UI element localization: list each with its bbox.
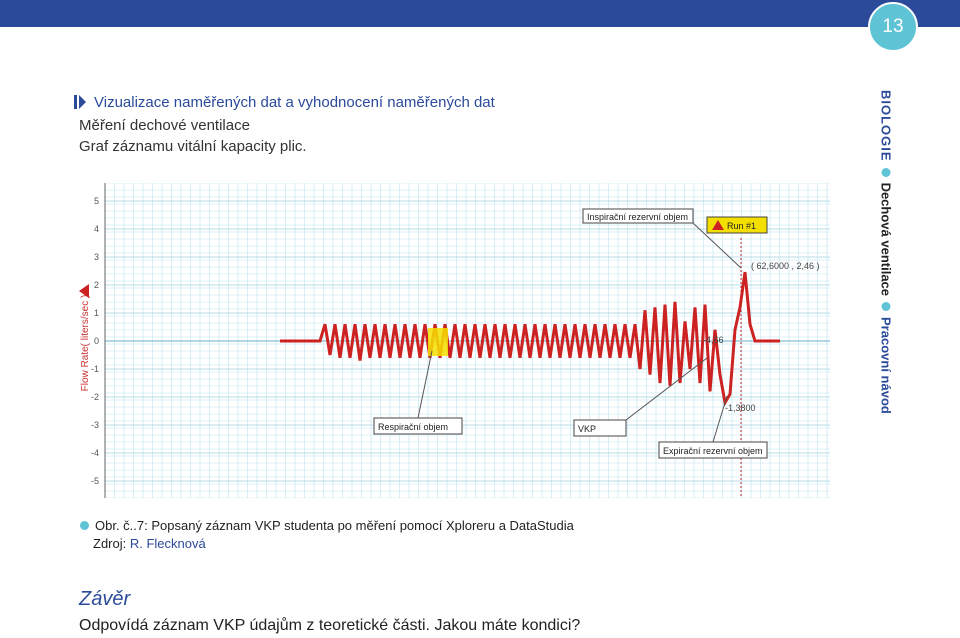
caption-text: Obr. č..7: Popsaný záznam VKP studenta p… xyxy=(95,518,574,533)
y-tick-label: 0 xyxy=(94,336,99,346)
run-label: Run #1 xyxy=(727,221,756,231)
bullet-icon xyxy=(74,95,86,109)
value-13800-label: -1,3800 xyxy=(725,403,756,413)
conclusion-title: Závěr xyxy=(79,588,131,610)
source-prefix: Zdroj: xyxy=(93,536,130,551)
text-line-2: Graf záznamu vitální kapacity plic. xyxy=(79,138,307,155)
expiratory-pointer xyxy=(712,395,728,443)
point-label: ( 62,6000 , 2,46 ) xyxy=(751,261,820,271)
y-tick-labels: 5 4 3 2 1 0 -1 -2 -3 -4 -5 xyxy=(91,196,99,486)
y-tick-label: 5 xyxy=(94,196,99,206)
vkp-box xyxy=(573,419,627,437)
dot-icon xyxy=(881,167,891,177)
page-number-badge: 13 xyxy=(868,2,918,52)
y-axis-label: Flow Rate( liters/sec ) xyxy=(80,295,91,392)
source-author: R. Flecknová xyxy=(129,536,206,551)
expiratory-label: Expirační rezervní objem xyxy=(663,446,763,456)
top-bar xyxy=(0,0,960,27)
y-tick-label: -1 xyxy=(91,364,99,374)
conclusion-text: Odpovídá záznam VKP údajům z teoretické … xyxy=(79,617,581,634)
marker-icon xyxy=(79,284,89,298)
y-tick-label: -5 xyxy=(91,476,99,486)
flow-rate-chart: 5 4 3 2 1 0 -1 -2 -3 -4 -5 Flow Rate( liters/sec )… xyxy=(75,182,830,499)
dot-icon xyxy=(80,521,89,530)
text-line-1: Měření dechové ventilace xyxy=(79,117,250,134)
vkp-label: VKP xyxy=(578,424,596,434)
heading-text: Vizualizace naměřených dat a vyhodnocení… xyxy=(94,93,495,111)
y-tick-label: -3 xyxy=(91,420,99,430)
vkp-pointer xyxy=(625,357,708,421)
figure-caption: Obr. č..7: Popsaný záznam VKP studenta p… xyxy=(80,518,574,533)
warning-icon xyxy=(712,220,724,230)
dot-icon xyxy=(881,302,891,312)
figure-source: Zdroj: R. Flecknová xyxy=(93,536,206,551)
y-tick-label: 4 xyxy=(94,224,99,234)
respiratory-label: Respirační objem xyxy=(378,422,448,432)
y-tick-label: 2 xyxy=(94,280,99,290)
side-subject: BIOLOGIE xyxy=(878,90,894,162)
section-heading: Vizualizace naměřených dat a vyhodnocení… xyxy=(74,91,495,113)
side-label: BIOLOGIE Dechová ventilace Pracovní návo… xyxy=(868,90,904,435)
respiratory-pointer xyxy=(417,350,433,419)
y-tick-label: -2 xyxy=(91,392,99,402)
chart-svg: 5 4 3 2 1 0 -1 -2 -3 -4 -5 Flow Rate( liters/sec )… xyxy=(75,182,830,499)
inspiratory-label: Inspirační rezervní objem xyxy=(587,212,688,222)
y-tick-label: 3 xyxy=(94,252,99,262)
side-type: Pracovní návod xyxy=(878,317,894,414)
inspiratory-pointer xyxy=(692,222,742,269)
side-topic: Dechová ventilace xyxy=(878,182,894,297)
y-tick-label: 1 xyxy=(94,308,99,318)
inspiratory-box xyxy=(582,208,694,224)
value-466-label: -4,66 xyxy=(703,335,724,345)
flow-trace xyxy=(280,271,780,407)
respiratory-highlight xyxy=(428,328,448,356)
y-tick-label: -4 xyxy=(91,448,99,458)
